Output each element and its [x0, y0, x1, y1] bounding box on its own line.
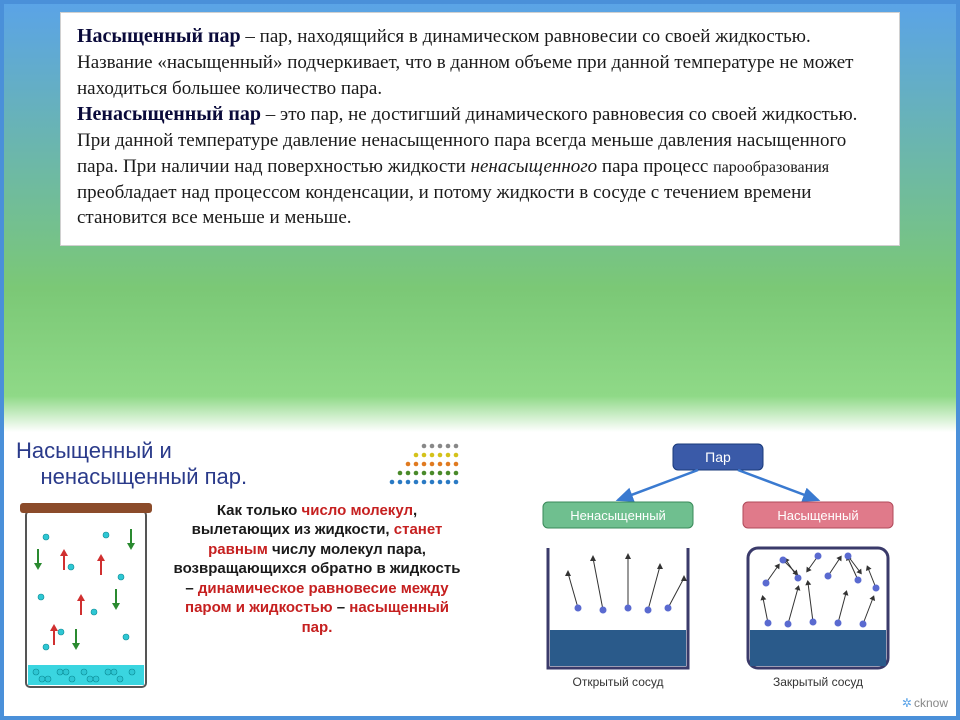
t1: Как только	[217, 502, 302, 519]
vapor-diagram: Пар Ненасыщенный Насыщенный Открытый сосуд З…	[488, 438, 948, 708]
definitions-box: Насыщенный пар – пар, находящийся в дина…	[60, 12, 900, 246]
dot-grid-icon	[386, 440, 466, 488]
flask-diagram	[16, 497, 156, 697]
panel-content: Как только число молекул, вылетающих из …	[16, 497, 466, 697]
def-unsat-small: парообразования	[713, 159, 829, 176]
svg-text:Закрытый сосуд: Закрытый сосуд	[773, 675, 863, 689]
panel-vapor-types: Пар Ненасыщенный Насыщенный Открытый сосуд З…	[480, 432, 956, 714]
svg-text:Пар: Пар	[705, 449, 731, 465]
saturated-definition: Насыщенный пар – пар, находящийся в дина…	[77, 23, 883, 101]
svg-text:Открытый сосуд: Открытый сосуд	[573, 675, 664, 689]
equilibrium-text: Как только число молекул, вылетающих из …	[168, 497, 466, 697]
t7: –	[333, 599, 350, 616]
term-saturated: Насыщенный пар	[77, 25, 241, 47]
gear-icon: ✲	[902, 696, 912, 710]
term-unsaturated: Ненасыщенный пар	[77, 103, 261, 125]
def-unsat-b: пара процесс	[597, 156, 713, 177]
def-unsat-italic: ненасыщенного	[471, 156, 598, 177]
svg-text:Насыщенный: Насыщенный	[777, 508, 858, 523]
unsaturated-definition: Ненасыщенный пар – это пар, не достигший…	[77, 101, 883, 231]
svg-text:Ненасыщенный: Ненасыщенный	[570, 508, 666, 523]
title-line1: Насыщенный и	[16, 438, 172, 463]
def-unsat-c: преобладает над процессом конденсации, и…	[77, 182, 811, 229]
title-line2: ненасыщенный пар.	[40, 464, 247, 489]
watermark-text: cknow	[914, 696, 948, 710]
t2: число молекул	[302, 502, 413, 519]
watermark: ✲cknow	[902, 696, 948, 710]
panel-equilibrium: Насыщенный и ненасыщенный пар. Как тольк…	[6, 432, 476, 712]
